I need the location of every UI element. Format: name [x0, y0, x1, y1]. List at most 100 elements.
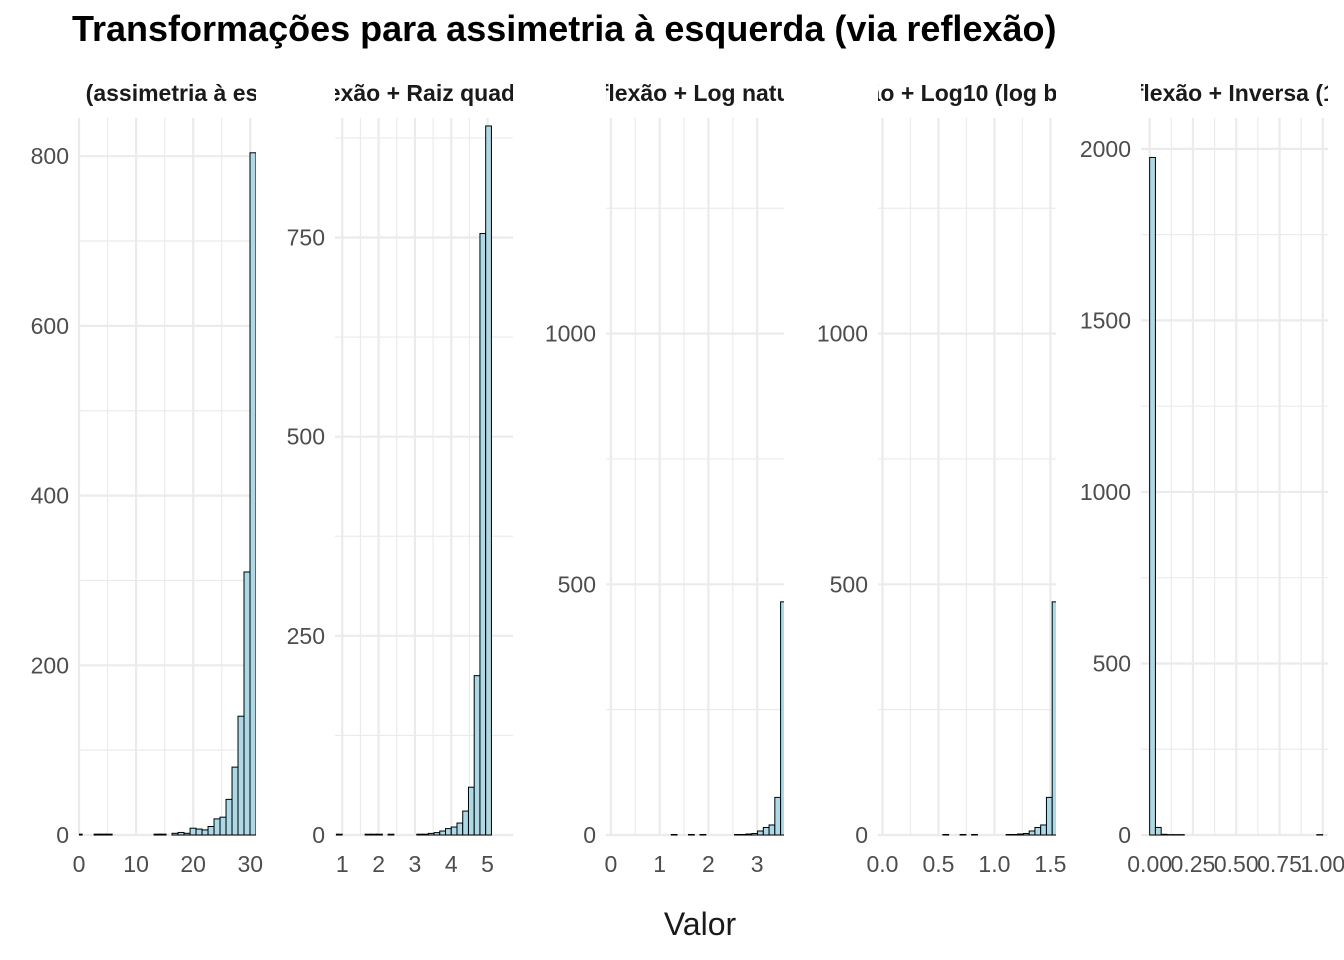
histogram-bar	[159, 833, 167, 836]
x-tick-label: 0.00	[1127, 851, 1172, 877]
y-tick-label: 1000	[817, 321, 868, 347]
histogram-bar	[370, 833, 378, 836]
x-tick-label: 0.5	[922, 851, 954, 877]
histogram-bar	[219, 816, 227, 836]
x-tick-label: 0.50	[1214, 851, 1259, 877]
x-tick-label: 4	[445, 851, 458, 877]
y-tick-label: 200	[31, 652, 69, 678]
x-tick-label: 0.75	[1257, 851, 1302, 877]
y-tick-label: 500	[830, 571, 868, 597]
histogram-bar	[105, 833, 113, 836]
x-tick-label: 1	[653, 851, 666, 877]
histogram-bar	[207, 826, 215, 836]
histogram-bar	[485, 125, 492, 836]
histogram-bar	[1154, 826, 1162, 836]
facet-panel-5: 0 500 1000 1500 2000 0.000.250.500.751.00 Refl…	[1080, 80, 1344, 877]
histogram-bar	[183, 832, 191, 836]
histogram-bars	[942, 121, 1064, 836]
x-tick-label: 0.25	[1171, 851, 1216, 877]
histogram-bar	[201, 829, 209, 836]
y-tick-label: 600	[31, 313, 69, 339]
histogram-bar	[237, 715, 245, 836]
histogram-bar	[153, 833, 161, 836]
histogram-bar	[177, 831, 185, 836]
x-tick-label: 5	[481, 851, 494, 877]
facet-strip-title: Original (assimetria à esquerda)	[0, 80, 343, 106]
histogram-bar	[456, 822, 464, 836]
histogram-bar	[462, 810, 469, 836]
facet-panel-4: 0 500 1000 0.0 0.5 1.0 1.5 Reflexão + Log10 (lo…	[799, 80, 1136, 877]
histogram-bar	[739, 833, 747, 836]
x-tick-label: 1.5	[1034, 851, 1066, 877]
histogram-bar	[1051, 601, 1056, 836]
histogram-bar	[942, 833, 950, 836]
histogram-bar	[439, 830, 447, 836]
histogram-bars	[670, 601, 784, 836]
histogram-bar	[1017, 833, 1024, 836]
histogram-bar	[699, 833, 707, 836]
histogram-bar	[243, 571, 251, 836]
histogram-bars	[1149, 156, 1324, 836]
histogram-bar	[768, 824, 776, 836]
histogram-bar	[971, 833, 978, 836]
histogram-bar	[959, 833, 967, 836]
histogram-bar	[387, 833, 395, 836]
histogram-bar	[433, 832, 441, 836]
histogram-bar	[364, 833, 372, 836]
y-tick-label: 750	[287, 225, 325, 251]
y-tick-label: 2000	[1080, 136, 1131, 162]
x-tick-label: 0	[604, 851, 617, 877]
histogram-bars	[335, 125, 492, 836]
histogram-bar	[445, 828, 452, 836]
y-tick-label: 1500	[1080, 307, 1131, 333]
x-tick-label: 1.0	[978, 851, 1010, 877]
y-tick-label: 0	[583, 822, 596, 848]
x-tick-label: 30	[237, 851, 263, 877]
histogram-bar	[774, 796, 782, 836]
histogram-bar	[335, 833, 343, 836]
facet-panel-1: 0 200 400 600 800 0 10 20 30 Original (assimetria…	[0, 80, 343, 877]
y-tick-label: 800	[31, 143, 69, 169]
histogram-bar	[195, 828, 203, 836]
chart-title: Transformações para assimetria à esquerd…	[72, 8, 1057, 49]
histogram-bar	[376, 833, 383, 836]
x-tick-label: 3	[409, 851, 422, 877]
histogram-bar	[255, 380, 256, 836]
histogram-bar	[79, 833, 83, 836]
histogram-bar	[225, 798, 233, 836]
histogram-bar	[473, 675, 481, 836]
y-tick-label: 0	[855, 822, 868, 848]
y-tick-label: 500	[558, 571, 596, 597]
histogram-bars	[79, 152, 256, 836]
histogram-bar	[780, 601, 784, 836]
histogram-bar	[427, 832, 435, 836]
histogram-bar	[1034, 826, 1042, 836]
histogram-bar	[1022, 832, 1030, 836]
histogram-bar	[231, 766, 239, 836]
histogram-bar	[213, 818, 221, 836]
histogram-bar	[479, 233, 487, 836]
y-tick-label: 500	[1093, 650, 1131, 676]
facet-strip-title: Reflexão + Log10 (log base 10)	[799, 80, 1136, 106]
histogram-bar	[762, 826, 770, 836]
x-tick-label: 1.00	[1300, 851, 1344, 877]
facet-strip-title: Reflexão + Inversa (1/x)	[1106, 80, 1344, 106]
histogram-bar	[1028, 830, 1036, 836]
facet-strip-title: Reflexão + Log natural	[571, 80, 818, 106]
y-tick-label: 400	[31, 483, 69, 509]
histogram-bar	[688, 833, 695, 836]
histogram-bar	[757, 830, 764, 836]
histogram-bar	[1005, 833, 1013, 836]
y-tick-label: 0	[1118, 822, 1131, 848]
x-tick-label: 3	[751, 851, 764, 877]
histogram-bar	[1058, 121, 1064, 835]
histogram-bar	[1045, 796, 1053, 836]
x-tick-label: 1	[336, 851, 349, 877]
facet-panel-3: 0 500 1000 0 1 2 3 Reflexão + Log natural	[545, 80, 818, 877]
histogram-bar	[93, 833, 101, 836]
histogram-bar	[189, 827, 197, 836]
y-tick-label: 250	[287, 623, 325, 649]
histogram-bar	[734, 833, 741, 836]
histogram-bar	[1160, 833, 1168, 836]
